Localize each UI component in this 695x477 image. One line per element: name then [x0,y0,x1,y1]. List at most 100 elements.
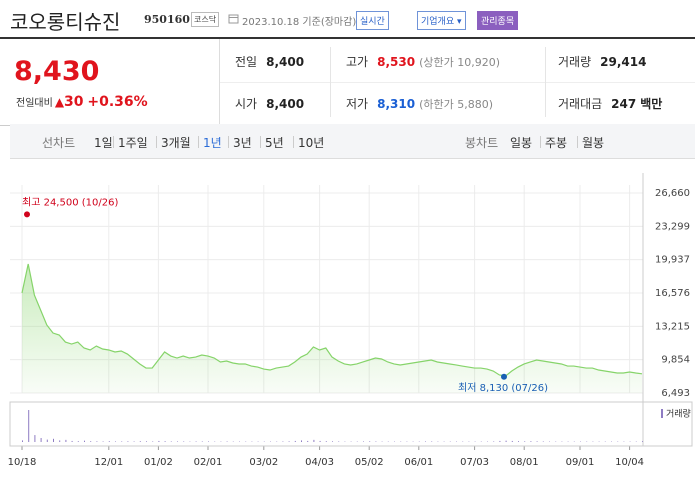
stat-note: (상한가 10,920) [419,56,500,69]
volume-bar [288,441,290,442]
volume-bar [524,441,526,442]
y-tick-label: 16,576 [655,288,690,299]
managed-badge[interactable]: 관리종목 [477,11,519,30]
volume-bar [332,441,333,442]
stat-note: (하한가 5,880) [419,98,493,111]
volume-bar [121,441,123,442]
change-pct: +0.36% [87,94,148,110]
volume-panel [9,401,693,447]
volume-bar [34,435,36,442]
volume-bar [425,441,426,442]
tab[interactable]: 일봉 [510,136,533,150]
volume-bar [201,441,203,442]
tab-group-label: 봉차트 [465,136,499,150]
y-tick-label: 19,937 [655,255,690,266]
volume-bar [139,441,141,442]
tab-bar: 선차트 1일 1주일 3개월 1년 3년 5년 10년 봉차트 일봉 주봉 월봉 [10,124,695,159]
extreme-label: 최고 24,500 (10/26) [22,196,118,208]
volume-bar [195,441,197,442]
volume-bar [53,438,54,442]
tab-sep [293,136,294,148]
chart: 26,660 23,299 19,937 16,576 13,215 9,854 6,493… [8,173,693,468]
tab-sep [577,136,578,148]
volume-bar [164,441,166,442]
market-badge: 코스닥 [191,12,220,27]
volume-bar [282,441,284,442]
tab-sep [113,136,114,148]
stat-value: 8,310 [377,97,416,111]
volume-bar [170,441,172,442]
x-tick-label: 08/01 [510,457,539,468]
stat: 전일 8,400 [235,53,304,70]
volume-bar [40,438,42,442]
stat-label: 시가 [235,97,258,111]
stat: 시가 8,400 [235,95,304,112]
x-tick-label: 12/01 [94,457,123,468]
extreme-dot [24,211,30,218]
company-button[interactable]: 기업개요 ▾ [417,11,466,30]
volume-bar [499,440,501,442]
price-line [21,263,643,377]
change-value: ▲30 [54,94,84,110]
tab-group-label: 선차트 [42,136,76,150]
y-tick-label: 6,493 [661,388,690,399]
volume-bar [338,441,340,442]
x-tick-label: 03/02 [249,457,278,468]
realtime-button[interactable]: 실시간 [356,11,389,30]
stat-value: 247 [611,97,637,111]
volume-bar [71,440,73,442]
volume-bar [59,440,61,442]
change: 전일대비 ▲30 +0.36% [16,94,148,110]
volume-bar [102,441,104,442]
stock-name: 코오롱티슈진 [10,10,121,34]
y-tick-label: 26,660 [655,188,690,199]
x-tick-label: 02/01 [194,457,223,468]
x-tick-label: 07/03 [460,457,489,468]
stat: 거래대금 247 백만 [558,95,662,112]
volume-bar [369,441,371,442]
tab[interactable]: 5년 [265,136,284,150]
volume-bar [505,440,507,442]
tab-sep [260,136,261,148]
tab[interactable]: 주봉 [545,136,568,150]
volume-bar [46,439,48,442]
quote-box: 8,430 전일대비 ▲30 +0.36% 전일 8,400 고가 8,530 (상한가 … [0,37,695,126]
volume-bar [294,440,296,442]
x-tick-label: 10/04 [615,457,644,468]
volume-bar [77,441,79,442]
x-tick-label: 01/02 [144,457,173,468]
volume-bar [90,441,92,442]
volume-bar [493,441,495,442]
volume-bar [375,441,377,442]
volume-bar [319,440,321,442]
tab[interactable]: 3년 [233,136,252,150]
volume-bar [518,441,519,442]
x-tick-label: 06/01 [404,457,433,468]
tab[interactable]: 1년 [203,136,222,150]
volume-bar [511,440,513,442]
tab-sep [198,136,199,148]
tab[interactable]: 월봉 [582,136,605,150]
tab-sep [156,136,157,148]
extreme-label: 최저 8,130 (07/26) [458,382,548,394]
change-amount: 30 [64,94,84,110]
volume-bar [325,441,327,442]
y-tick-label: 9,854 [661,355,690,366]
tab[interactable]: 1일 [94,136,113,150]
volume-bar [96,441,98,442]
tab[interactable]: 10년 [298,136,325,150]
stat-label: 거래대금 [558,97,603,111]
stat: 저가 8,310 (하한가 5,880) [346,95,493,112]
volume-bar [431,441,433,442]
x-tick-label: 09/01 [566,457,595,468]
stat-label: 고가 [346,55,369,69]
tab[interactable]: 1주일 [118,136,148,150]
volume-bar [536,441,538,442]
stat-label: 전일 [235,55,258,69]
volume-bar [22,440,23,442]
tab-sep [228,136,229,148]
stat-label: 저가 [346,97,369,111]
tab[interactable]: 3개월 [161,136,191,150]
volume-bar [115,441,116,442]
